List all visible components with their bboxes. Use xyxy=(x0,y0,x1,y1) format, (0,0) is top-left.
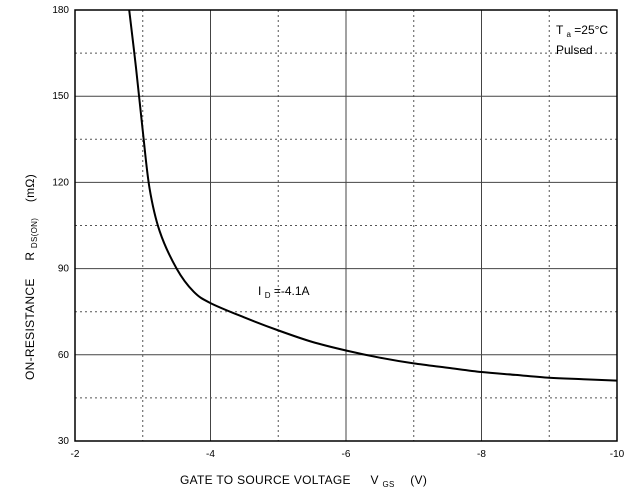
x-tick-label: -2 xyxy=(71,449,80,460)
plot-frame xyxy=(74,9,618,442)
x-axis-title: GATE TO SOURCE VOLTAGE V GS (V) xyxy=(180,473,427,490)
temperature-symbol: T xyxy=(556,23,564,37)
x-axis-ticks: -2 -4 -6 -8 -10 xyxy=(71,449,625,460)
temperature-value: =25°C xyxy=(574,23,608,37)
y-tick-label: 180 xyxy=(52,5,69,16)
y-tick-label: 90 xyxy=(58,264,70,275)
x-tick-label: -10 xyxy=(610,449,625,460)
y-tick-label: 150 xyxy=(52,91,69,102)
x-tick-label: -6 xyxy=(342,449,351,460)
temperature-subscript: a xyxy=(566,30,571,39)
y-axis-unit: (mΩ) xyxy=(23,174,37,202)
x-tick-label: -8 xyxy=(477,449,486,460)
y-axis-ticks: 30 60 90 120 150 180 xyxy=(52,5,69,447)
y-tick-label: 120 xyxy=(52,177,69,188)
pulsed-annotation: Pulsed xyxy=(556,43,593,57)
series-label-symbol: I xyxy=(258,284,261,298)
y-axis-title: ON-RESISTANCE R DS(ON) (mΩ) xyxy=(23,174,40,380)
x-axis-unit: (V) xyxy=(410,473,427,487)
series-label: I D =-4.1A xyxy=(258,284,310,301)
series-label-value: =-4.1A xyxy=(274,284,310,298)
x-tick-label: -4 xyxy=(206,449,215,460)
series-line xyxy=(128,9,618,382)
y-axis-title-text: ON-RESISTANCE xyxy=(23,278,37,380)
grid xyxy=(75,10,617,441)
y-axis-symbol-subscript: DS(ON) xyxy=(30,218,39,248)
series-label-subscript: D xyxy=(265,291,271,300)
temperature-annotation: T a =25°C xyxy=(556,23,608,40)
y-axis-symbol: R xyxy=(23,252,37,261)
series-group xyxy=(128,9,618,382)
x-axis-title-text: GATE TO SOURCE VOLTAGE xyxy=(180,473,351,487)
y-tick-label: 30 xyxy=(58,436,70,447)
y-tick-label: 60 xyxy=(58,350,70,361)
x-axis-symbol-subscript: GS xyxy=(382,480,394,489)
x-axis-symbol: V xyxy=(371,473,379,487)
